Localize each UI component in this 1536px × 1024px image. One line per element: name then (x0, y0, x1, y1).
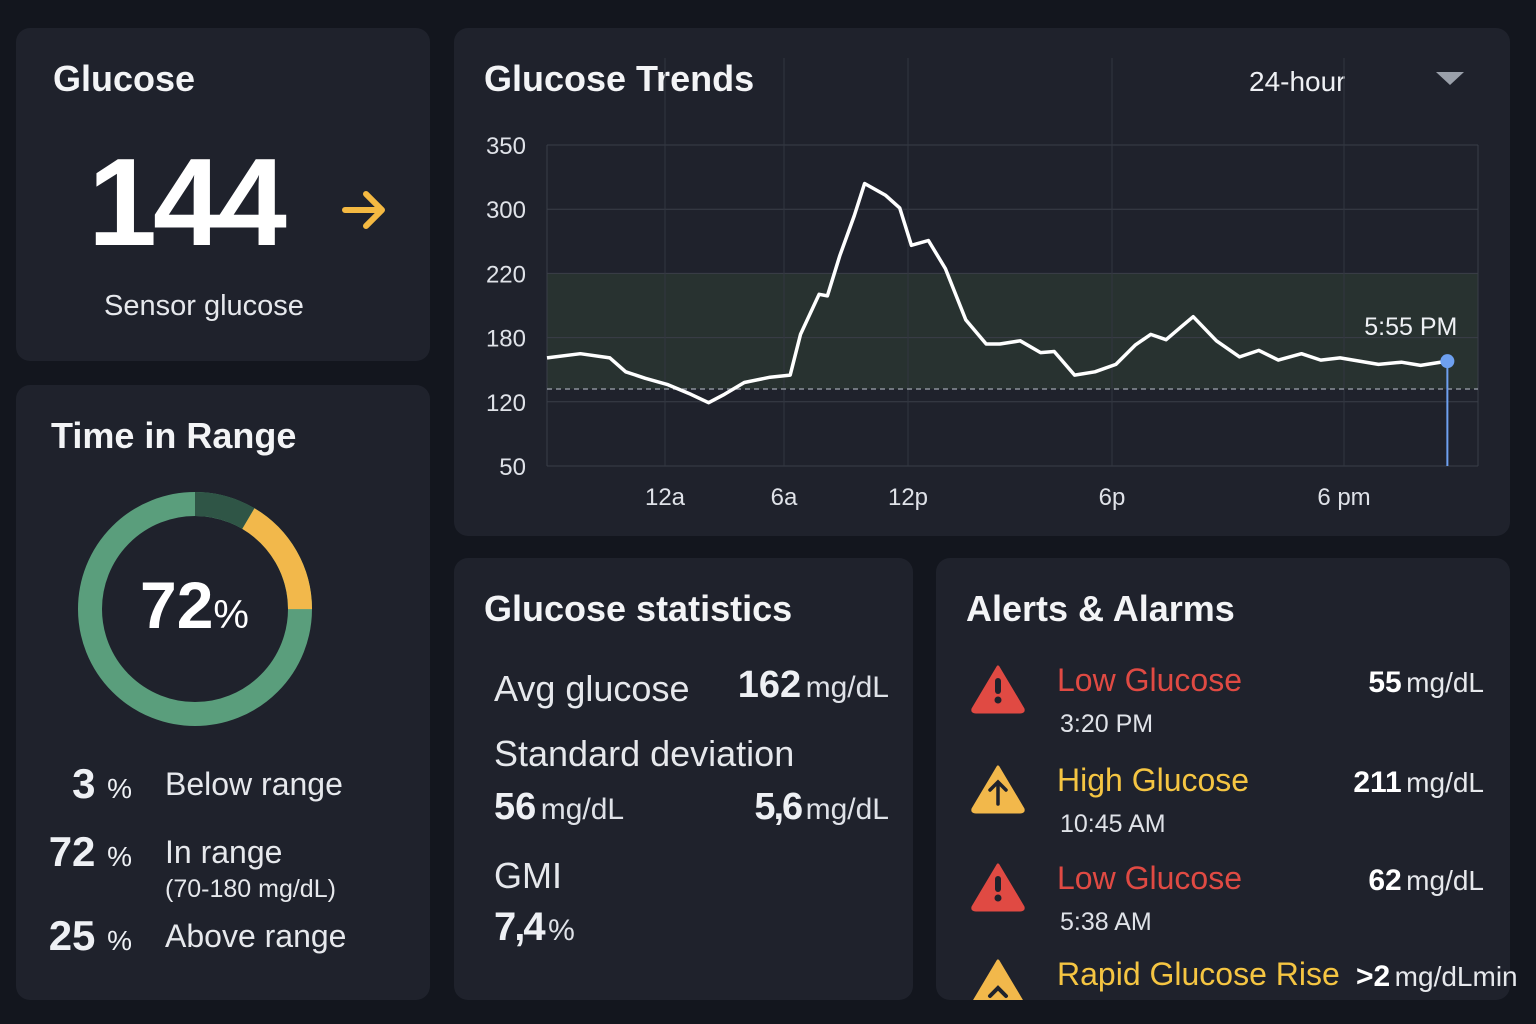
sd-label: Standard deviation (494, 733, 795, 774)
glucose-value: 144 (88, 134, 287, 272)
sd-number: 56 (494, 786, 537, 828)
warning-arrow-up-icon (971, 765, 1025, 814)
alert-value: 55 mg/dL (1368, 666, 1484, 700)
range-unit: % (107, 773, 132, 804)
statistics-title: Glucose statistics (484, 588, 793, 629)
range-unit: % (107, 925, 132, 956)
alert-value: >2 mg/dLmin (1356, 960, 1518, 994)
alerts-list: Low Glucose 3:20 PM 55 mg/dL High Glucos… (936, 558, 1536, 1000)
alert-time: 10:45 AM (1060, 810, 1166, 838)
alert-unit: mg/dL (1406, 667, 1484, 698)
gmi-label: GMI (494, 855, 562, 896)
x-tick-label: 6 pm (1317, 484, 1370, 511)
x-tick-label: 12a (645, 484, 686, 511)
range-value: 3 (72, 760, 96, 807)
alert-number: 55 (1368, 666, 1402, 699)
warning-exclamation-icon (971, 863, 1025, 912)
alert-item[interactable]: Rapid Glucose Rise >2 mg/dLmin (936, 952, 1536, 1000)
range-value: 25 (48, 912, 96, 959)
gmi-number: 7,4 (494, 905, 546, 949)
x-tick-label: 12p (888, 484, 928, 511)
alerts-card: Alerts & Alarms (936, 558, 1510, 1000)
range-unit: % (107, 841, 132, 872)
range-sublabel: (70-180 mg/dL) (165, 875, 336, 903)
arrow-right-icon (342, 191, 385, 229)
alert-value: 211 mg/dL (1353, 766, 1484, 800)
glucose-title: Glucose (53, 58, 196, 99)
warning-chevron-up-icon (973, 959, 1023, 1000)
sd-number: 5,6 (754, 786, 803, 828)
donut-center-value: 72% (140, 567, 249, 643)
alert-item[interactable]: Low Glucose 5:38 AM 62 mg/dL (936, 856, 1536, 946)
y-tick-label: 220 (486, 261, 526, 288)
x-tick-label: 6a (771, 484, 798, 511)
alert-value: 62 mg/dL (1368, 864, 1484, 898)
y-tick-label: 350 (486, 133, 526, 160)
alert-unit: mg/dL (1406, 767, 1484, 798)
x-tick-label: 6p (1099, 484, 1126, 511)
y-tick-label: 300 (486, 197, 526, 224)
alerts-title: Alerts & Alarms (966, 588, 1235, 629)
glucose-statistics-card: Glucose statistics Avg glucose 162 mg/dL… (454, 558, 913, 1000)
range-dropdown[interactable]: 24-hour (1244, 62, 1474, 102)
donut-center-number: 72 (140, 568, 214, 642)
alert-item[interactable]: Low Glucose 3:20 PM 55 mg/dL (936, 658, 1536, 748)
time-in-range-title: Time in Range (51, 415, 297, 456)
gmi-unit: % (548, 914, 575, 947)
y-tick-label: 50 (499, 454, 526, 481)
chevron-down-icon (1436, 72, 1464, 85)
alert-unit: mg/dLmin (1394, 961, 1518, 992)
range-label: Below range (165, 766, 343, 802)
alert-name: Low Glucose (1057, 860, 1242, 896)
glucose-trends-title: Glucose Trends (484, 58, 755, 99)
donut-segment-above (78, 492, 312, 726)
y-tick-label: 180 (486, 326, 526, 353)
sd-value-1: 56 mg/dL (494, 786, 624, 829)
range-label: In range (165, 834, 283, 870)
avg-number: 162 (737, 664, 802, 706)
range-label: Above range (165, 918, 347, 954)
glucose-label: Sensor glucose (104, 290, 304, 322)
alert-number: 62 (1368, 864, 1402, 897)
range-value: 72 (48, 828, 96, 875)
current-reading-marker (1440, 354, 1455, 369)
range-dropdown-value: 24-hour (1249, 66, 1346, 97)
avg-glucose-label: Avg glucose (494, 668, 690, 709)
gmi-value: 7,4 % (494, 905, 575, 950)
alert-time: 3:20 PM (1060, 710, 1154, 738)
alert-number: 211 (1353, 766, 1402, 799)
alert-time: 5:38 AM (1060, 908, 1152, 936)
sd-value-2: 5,6 mg/dL (754, 786, 889, 829)
donut-segment-below (78, 492, 312, 726)
sd-unit: mg/dL (805, 793, 889, 826)
current-time-label: 5:55 PM (1364, 313, 1457, 341)
alert-name: Low Glucose (1057, 662, 1242, 698)
alert-name: Rapid Glucose Rise (1057, 956, 1340, 992)
warning-exclamation-icon (971, 665, 1025, 714)
y-tick-label: 120 (486, 390, 526, 417)
time-in-range-donut (78, 492, 312, 726)
target-range-band (547, 273, 1478, 389)
alert-name: High Glucose (1057, 762, 1250, 798)
glucose-trend-chart: 50 120 180 220 300 350 12a 6a 12p 6p 6 pm 5:55 PM (486, 58, 1479, 511)
donut-center-unit: % (213, 593, 249, 637)
glucose-trend-line (546, 181, 1448, 405)
glucose-card: Glucose 144 Sensor glucose (16, 28, 430, 361)
avg-glucose-value: 162 mg/dL (738, 664, 889, 707)
time-in-range-card: Time in Range 72% 3 % Below range 72 % I… (16, 385, 430, 1000)
alert-unit: mg/dL (1406, 865, 1484, 896)
avg-unit: mg/dL (805, 671, 889, 704)
alert-number: >2 (1356, 960, 1391, 993)
sd-unit: mg/dL (540, 793, 625, 826)
alert-item[interactable]: High Glucose 10:45 AM 211 mg/dL (936, 758, 1536, 848)
